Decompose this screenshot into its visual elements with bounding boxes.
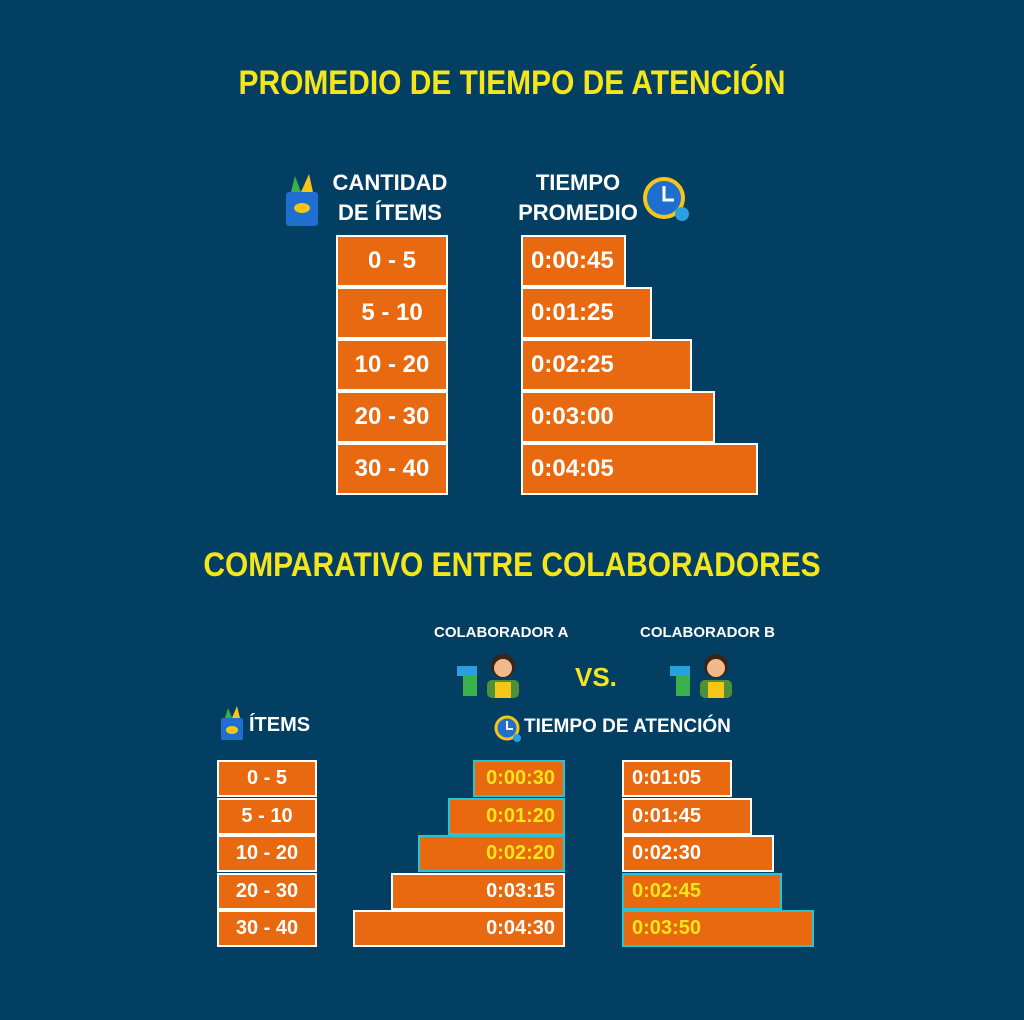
time-bar: 0:02:25 xyxy=(521,339,692,391)
time-bar: 0:02:20 xyxy=(418,835,565,872)
time-bar: 0:03:50 xyxy=(622,910,814,947)
time-bar: 0:01:05 xyxy=(622,760,732,797)
time-bar: 0:00:45 xyxy=(521,235,626,287)
items-header: ÍTEMS xyxy=(249,714,311,736)
time-bar: 0:00:30 xyxy=(473,760,565,797)
clock-icon xyxy=(494,715,521,742)
items-cell: 30 - 40 xyxy=(336,443,448,495)
collab-label: COLABORADOR B xyxy=(640,624,775,641)
cashier-icon xyxy=(670,654,732,698)
items-cell: 20 - 30 xyxy=(336,391,448,443)
cashier-icon xyxy=(457,654,519,698)
time-bar: 0:04:05 xyxy=(521,443,758,495)
time-bar: 0:01:45 xyxy=(622,797,752,835)
time-bar: 0:03:15 xyxy=(390,872,565,910)
time-bar: 0:03:00 xyxy=(521,391,715,443)
items-header: CANTIDAD DE ÍTEMS xyxy=(320,168,460,228)
items-cell: 20 - 30 xyxy=(217,872,317,910)
header-line: PROMEDIO xyxy=(518,200,638,225)
items-cell: 0 - 5 xyxy=(217,760,317,797)
time-bar: 0:01:25 xyxy=(521,287,653,339)
items-cell: 0 - 5 xyxy=(336,235,448,287)
bag-icon xyxy=(221,706,243,740)
items-cell: 5 - 10 xyxy=(217,797,317,835)
clock-icon xyxy=(643,177,689,221)
items-cell: 5 - 10 xyxy=(336,287,448,339)
bag-icon xyxy=(286,174,318,226)
time-header: TIEMPO PROMEDIO xyxy=(508,168,648,228)
header-line: DE ÍTEMS xyxy=(338,200,442,225)
header-line: TIEMPO xyxy=(535,170,621,195)
items-cell: 10 - 20 xyxy=(217,835,317,872)
time-bar: 0:02:45 xyxy=(622,872,782,910)
items-cell: 10 - 20 xyxy=(336,339,448,391)
time-header: TIEMPO DE ATENCIÓN xyxy=(524,716,731,737)
time-bar: 0:04:30 xyxy=(353,910,565,947)
vs-label: VS. xyxy=(575,662,617,692)
title: PROMEDIO DE TIEMPO DE ATENCIÓN xyxy=(238,64,786,102)
header-line: CANTIDAD xyxy=(332,170,448,195)
collab-label: COLABORADOR A xyxy=(434,624,569,641)
time-bar: 0:02:30 xyxy=(622,835,774,872)
items-cell: 30 - 40 xyxy=(217,910,317,947)
time-bar: 0:01:20 xyxy=(448,797,565,835)
title: COMPARATIVO ENTRE COLABORADORES xyxy=(203,546,821,584)
